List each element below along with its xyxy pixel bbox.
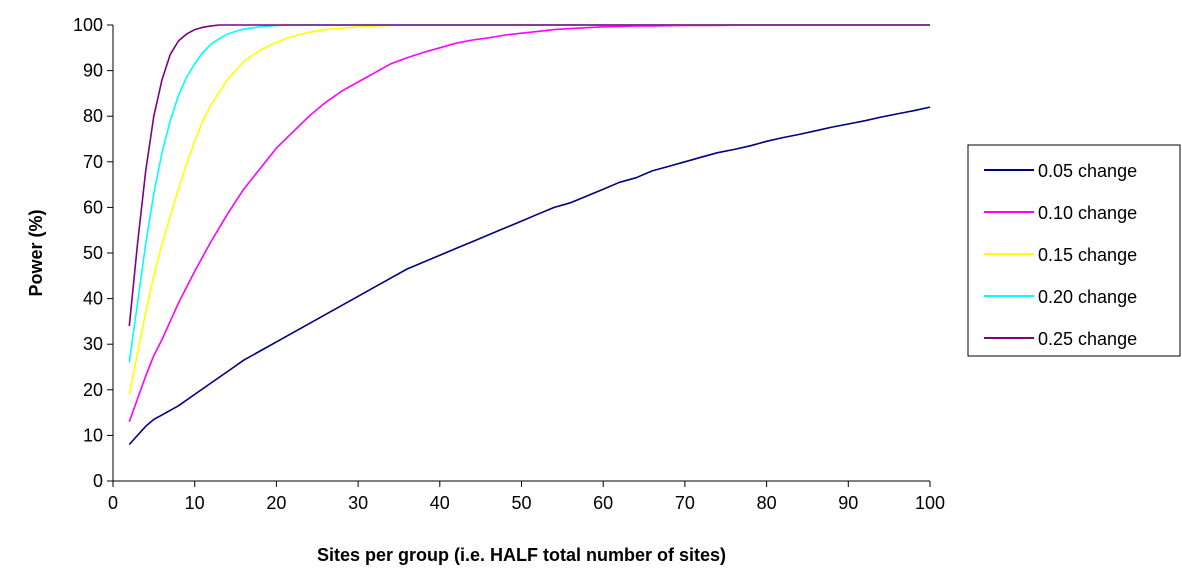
x-tick-label: 0 bbox=[108, 493, 118, 513]
y-tick-label: 90 bbox=[83, 61, 103, 81]
x-tick-label: 100 bbox=[915, 493, 945, 513]
x-tick-label: 70 bbox=[675, 493, 695, 513]
legend-label: 0.05 change bbox=[1038, 161, 1137, 181]
series-line-0-25-change bbox=[128, 24, 930, 327]
y-tick-label: 100 bbox=[73, 15, 103, 35]
x-tick-label: 50 bbox=[511, 493, 531, 513]
series-line-0-10-change bbox=[128, 24, 930, 422]
x-tick-label: 40 bbox=[430, 493, 450, 513]
legend-label: 0.15 change bbox=[1038, 245, 1137, 265]
legend: 0.05 change 0.10 change 0.15 change 0.20 ch… bbox=[967, 144, 1181, 357]
x-tick-label: 20 bbox=[266, 493, 286, 513]
legend-label: 0.20 change bbox=[1038, 287, 1137, 307]
y-tick-label: 60 bbox=[83, 197, 103, 217]
axes: 0 10 20 30 40 50 60 70 80 90 100 0 10 20 30 40 50 60 70 80 9… bbox=[73, 15, 945, 513]
y-tick-label: 70 bbox=[83, 152, 103, 172]
x-tick-label: 60 bbox=[593, 493, 613, 513]
y-tick-label: 40 bbox=[83, 289, 103, 309]
legend-box bbox=[967, 144, 1181, 357]
legend-label: 0.10 change bbox=[1038, 203, 1137, 223]
y-tick-label: 50 bbox=[83, 243, 103, 263]
y-tick-label: 30 bbox=[83, 334, 103, 354]
x-tick-label: 90 bbox=[838, 493, 858, 513]
series-line-0-20-change bbox=[128, 24, 930, 363]
series-line-0-05-change bbox=[128, 106, 931, 446]
series-line-0-15-change bbox=[128, 24, 930, 395]
x-tick-label: 80 bbox=[757, 493, 777, 513]
x-tick-label: 30 bbox=[348, 493, 368, 513]
x-axis-title: Sites per group (i.e. HALF total number … bbox=[317, 545, 726, 565]
y-tick-label: 0 bbox=[93, 471, 103, 491]
y-tick-label: 20 bbox=[83, 380, 103, 400]
series-layer bbox=[128, 24, 931, 446]
y-axis-title: Power (%) bbox=[26, 209, 46, 296]
y-tick-label: 80 bbox=[83, 106, 103, 126]
y-tick-label: 10 bbox=[83, 425, 103, 445]
x-tick-label: 10 bbox=[185, 493, 205, 513]
legend-label: 0.25 change bbox=[1038, 329, 1137, 349]
